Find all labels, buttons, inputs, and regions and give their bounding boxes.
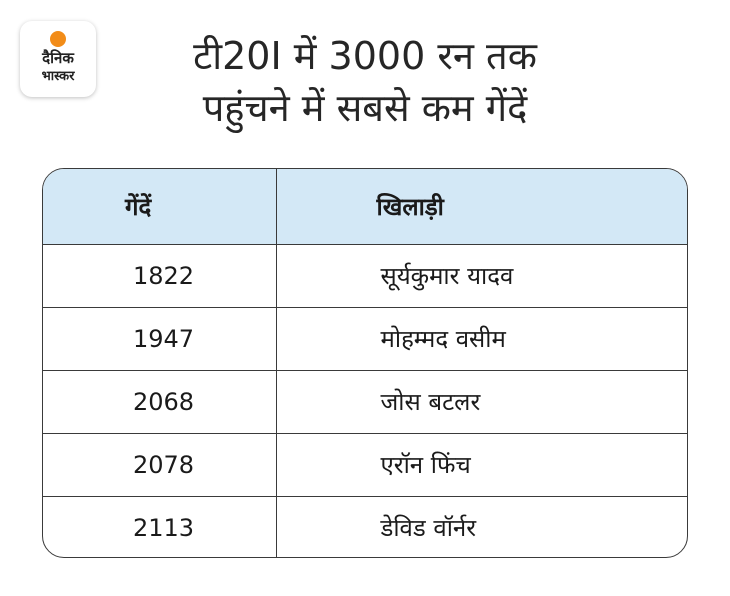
stats-table-container: गेंदें खिलाड़ी 1822 सूर्यकुमार यादव 1947…: [42, 168, 688, 558]
player-cell: सूर्यकुमार यादव: [380, 262, 514, 290]
column-header-player: खिलाड़ी: [276, 169, 687, 245]
title-line2: पहुंचने में सबसे कम गेंदें: [202, 86, 528, 130]
logo-text-line2: भास्कर: [41, 69, 75, 84]
page-title: टी20I में 3000 रन तक पहुंचने में सबसे कम…: [110, 30, 620, 134]
stats-table: गेंदें खिलाड़ी 1822 सूर्यकुमार यादव 1947…: [43, 169, 687, 557]
title-line1: टी20I में 3000 रन तक: [193, 34, 537, 78]
logo-text-line1: दैनिक: [42, 49, 74, 67]
player-cell: एरॉन फिंच: [276, 432, 687, 496]
table-header-row: गेंदें खिलाड़ी: [43, 169, 687, 245]
balls-cell: 2113: [43, 495, 277, 557]
player-cell: जोस बटलर: [276, 369, 687, 433]
table-row: 1947 मोहम्मद वसीम: [43, 306, 687, 370]
balls-cell: 1822: [43, 244, 277, 307]
dainik-bhaskar-logo: दैनिक भास्कर: [20, 21, 96, 97]
table-row: 1822 सूर्यकुमार यादव: [43, 244, 687, 307]
table-row: 2078 एरॉन फिंच: [43, 432, 687, 496]
table-row: 2068 जोस बटलर: [43, 369, 687, 433]
sun-dot-icon: [50, 31, 66, 47]
balls-cell: 1947: [43, 306, 277, 370]
balls-cell: 2078: [43, 432, 277, 496]
table-row: 2113 डेविड वॉर्नर: [43, 495, 687, 557]
player-cell: डेविड वॉर्नर: [276, 495, 687, 557]
player-cell: मोहम्मद वसीम: [276, 306, 687, 370]
balls-cell: 2068: [43, 369, 277, 433]
column-header-balls: गेंदें: [43, 169, 277, 245]
